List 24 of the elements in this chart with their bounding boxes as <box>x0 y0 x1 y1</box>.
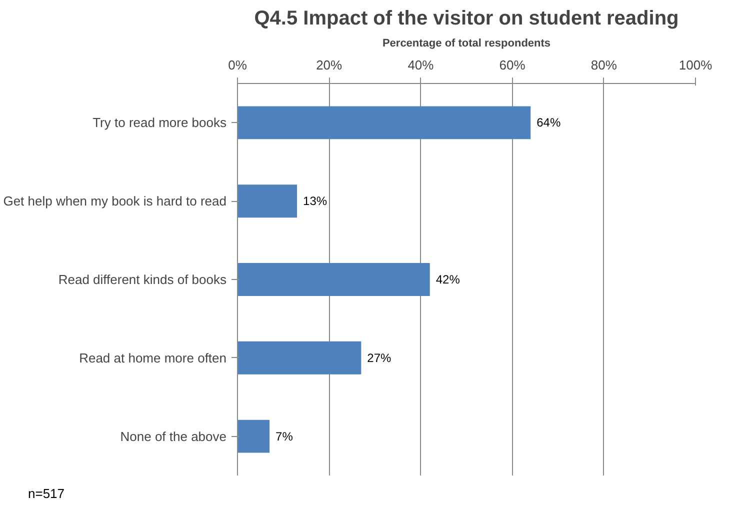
bar <box>238 420 270 453</box>
bar <box>238 184 298 218</box>
x-tick-label: 100% <box>678 58 713 72</box>
data-label: 27% <box>367 350 392 365</box>
x-tick-label: 20% <box>316 58 343 72</box>
y-tick-label: Try to read more books <box>92 115 227 130</box>
data-label: 42% <box>436 272 460 286</box>
y-tick-label: None of the above <box>120 428 227 444</box>
data-label: 64% <box>536 116 561 130</box>
y-tick-label: Read at home more often <box>79 350 227 366</box>
text: n=517 <box>28 485 65 503</box>
x-axis-title: Percentage of total respondents <box>382 38 551 50</box>
x-tick-label: 80% <box>590 58 618 72</box>
bar <box>238 106 531 140</box>
bar <box>238 341 362 374</box>
x-tick-label: 60% <box>499 58 526 72</box>
bar <box>238 263 430 296</box>
x-tick-label: 40% <box>408 58 434 72</box>
chart-title: Q4.5 Impact of the visitor on student reading <box>254 8 679 30</box>
data-label: 7% <box>276 429 294 444</box>
x-tick-label: 0% <box>228 58 248 72</box>
y-tick-label: Get help when my book is hard to read <box>3 194 227 209</box>
data-label: 13% <box>303 194 328 208</box>
y-tick-label: Read different kinds of books <box>58 272 227 287</box>
